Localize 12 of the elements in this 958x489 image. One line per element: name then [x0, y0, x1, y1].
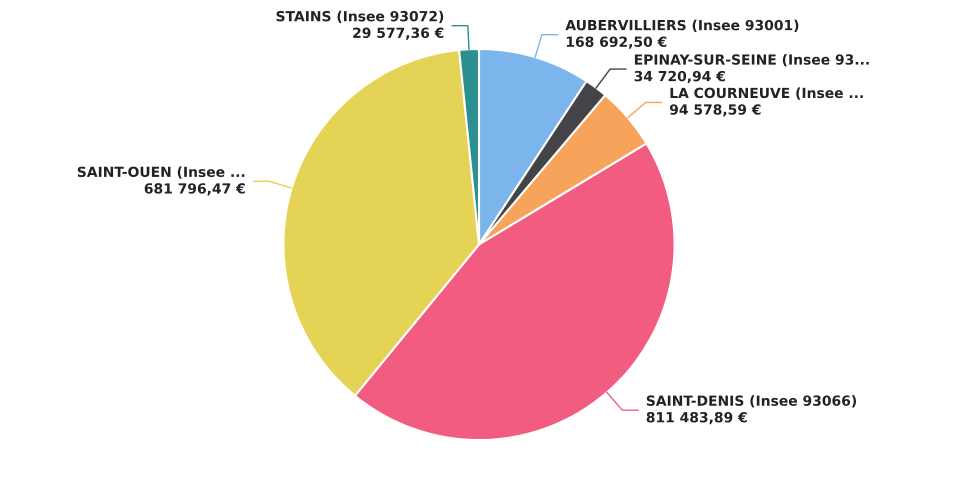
data-label: 94 578,59 € [670, 104, 761, 117]
data-label: 168 692,50 € [566, 36, 666, 49]
data-label: 681 796,47 € [144, 183, 245, 196]
slice-label: AUBERVILLIERS (Insee 93001) [565, 20, 798, 32]
data-label: 811 483,89 € [646, 412, 747, 424]
slice-label: EPINAY-SUR-SEINE (Insee 93... [634, 54, 869, 66]
data-label: 34 720,94 € [634, 70, 725, 84]
slice-label: STAINS (Insee 93072) [276, 10, 444, 24]
data-label: 29 577,36 € [353, 28, 444, 40]
slice-label: SAINT-DENIS (Insee 93066) [646, 395, 856, 408]
slice-label: LA COURNEUVE (Insee ... [670, 87, 863, 100]
slice-label: SAINT-OUEN (Insee ... [78, 166, 244, 179]
